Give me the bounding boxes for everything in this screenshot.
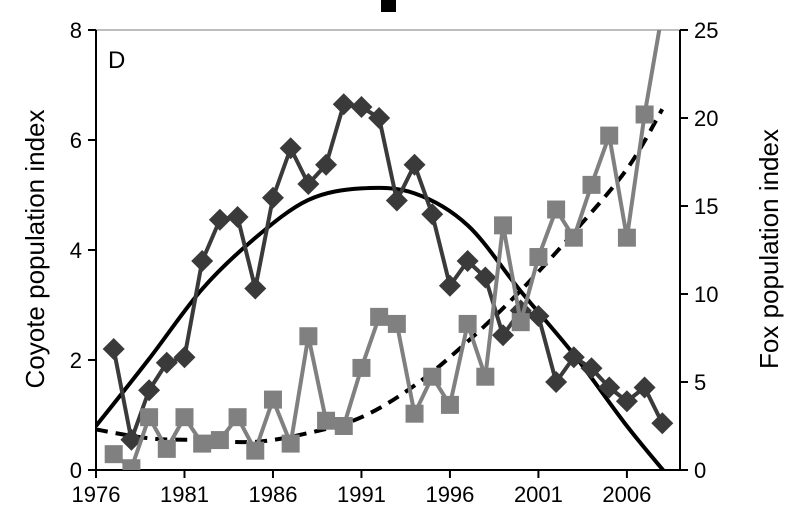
fox-point — [635, 105, 654, 124]
coyote-trendline — [96, 185, 666, 470]
fox-point — [210, 431, 229, 450]
fox-point — [529, 248, 548, 267]
coyote-point — [226, 206, 249, 228]
clipped-title-fragment — [381, 0, 396, 12]
coyote-point — [138, 379, 161, 402]
y-tick-label-left: 6 — [70, 128, 82, 153]
panel-label: D — [108, 47, 125, 74]
coyote-point — [615, 390, 638, 413]
y-tick-label-right: 25 — [694, 18, 718, 43]
y-tick-label-left: 4 — [70, 238, 82, 263]
y-tick-label-left: 2 — [70, 348, 82, 373]
coyote-point — [403, 153, 426, 176]
y-tick-label-right: 20 — [694, 106, 718, 131]
coyote-point — [580, 357, 603, 380]
x-tick-label: 2001 — [514, 482, 563, 507]
fox-point — [440, 395, 459, 414]
coyote-point — [350, 96, 373, 118]
coyote-point — [438, 274, 461, 297]
fox-point — [352, 358, 371, 377]
coyote-point — [208, 208, 231, 231]
coyote-point — [421, 203, 444, 226]
coyote-point — [598, 376, 621, 399]
fox-point — [476, 367, 495, 386]
coyote-point — [562, 346, 585, 369]
fox-point — [246, 441, 265, 460]
coyote-point — [102, 338, 125, 360]
coyote-point — [385, 189, 408, 212]
fox-point — [122, 459, 141, 470]
fox-point — [334, 417, 353, 435]
coyote-point — [527, 305, 550, 327]
y-tick-label-right: 10 — [694, 282, 718, 307]
fox-point — [458, 314, 477, 333]
x-tick-label: 1981 — [160, 482, 209, 507]
coyote-series-line — [111, 102, 665, 442]
fox-point — [582, 175, 601, 194]
coyote-point — [261, 186, 284, 209]
coyote-point — [633, 376, 656, 399]
coyote-point — [456, 250, 479, 272]
fox-point — [157, 439, 176, 458]
fox-point — [547, 200, 566, 219]
x-tick-label: 1991 — [337, 482, 386, 507]
x-tick-label: 1996 — [425, 482, 474, 507]
coyote-point — [297, 173, 320, 195]
coyote-point — [279, 137, 302, 160]
coyote-point — [651, 412, 674, 435]
coyote-point — [120, 428, 143, 451]
coyote-point — [173, 346, 196, 369]
coyote-point — [492, 324, 515, 347]
x-tick-label: 2006 — [602, 482, 651, 507]
fox-point — [228, 408, 247, 427]
plot-area: 1976 1981 1986 1991 1996 2001 2006 0 2 4 6 8 0 5 10 15 2… — [70, 3, 719, 507]
coyote-point — [332, 93, 355, 116]
fox-point — [140, 408, 159, 427]
y-tick-label-right: 15 — [694, 194, 718, 219]
x-tick-label: 1976 — [72, 482, 121, 507]
fox-point — [299, 327, 318, 346]
fox-point — [193, 434, 212, 453]
y-tick-label-left: 0 — [70, 458, 82, 483]
plot-content — [96, 3, 674, 470]
coyote-point — [368, 107, 391, 129]
fox-point — [317, 411, 336, 430]
x-tick-label: 1986 — [248, 482, 297, 507]
fox-point — [494, 216, 513, 235]
coyote-point — [315, 153, 338, 176]
fox-point — [405, 404, 424, 423]
fox-point — [423, 367, 442, 386]
fox-point — [281, 434, 300, 453]
coyote-point — [155, 351, 178, 374]
fox-point — [387, 314, 406, 333]
fox-point — [600, 126, 619, 145]
fox-point — [175, 408, 194, 427]
coyote-point — [545, 371, 568, 393]
fox-point — [104, 445, 123, 464]
coyote-point — [191, 250, 214, 272]
fox-point — [617, 228, 636, 247]
y-axis-title-right: Fox population index — [754, 129, 784, 369]
y-tick-label-right: 0 — [694, 458, 706, 483]
fox-point — [511, 313, 530, 332]
fox-point — [564, 228, 583, 247]
y-axis-title-left: Coyote population index — [20, 110, 50, 389]
y-tick-label-right: 5 — [694, 370, 706, 395]
fox-point — [263, 390, 282, 409]
y-tick-label-left: 8 — [70, 18, 82, 43]
fox-point — [370, 307, 389, 326]
coyote-point — [244, 277, 267, 300]
fox-point — [653, 3, 671, 21]
coyote-point — [474, 266, 497, 289]
fox-trendline — [96, 108, 665, 445]
